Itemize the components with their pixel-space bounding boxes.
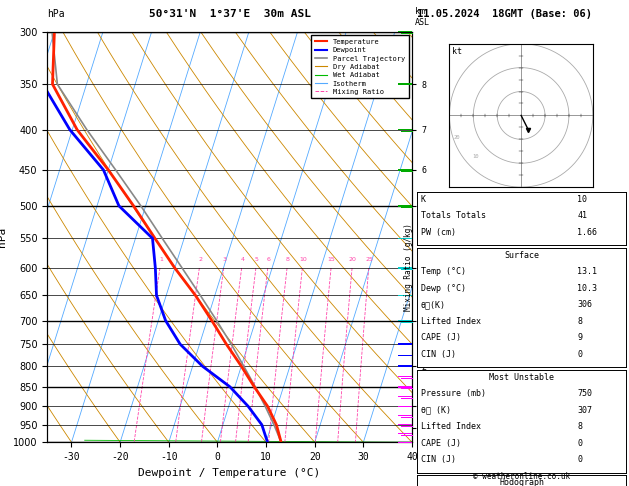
Text: 11.05.2024  18GMT (Base: 06): 11.05.2024 18GMT (Base: 06)	[417, 9, 592, 19]
Text: 13.1: 13.1	[577, 267, 598, 277]
Text: 3: 3	[223, 257, 226, 262]
Text: 20: 20	[454, 135, 460, 140]
Text: 10: 10	[472, 155, 479, 159]
Text: 8: 8	[577, 317, 582, 326]
Text: CAPE (J): CAPE (J)	[421, 439, 461, 448]
Text: Hodograph: Hodograph	[499, 478, 544, 486]
Text: hPa: hPa	[47, 9, 65, 19]
Text: θᴇ (K): θᴇ (K)	[421, 406, 451, 415]
Text: Pressure (mb): Pressure (mb)	[421, 389, 486, 399]
Text: 10.3: 10.3	[577, 284, 598, 293]
Text: Most Unstable: Most Unstable	[489, 373, 554, 382]
Text: 10: 10	[299, 257, 307, 262]
Text: 2: 2	[198, 257, 202, 262]
Text: 20: 20	[348, 257, 357, 262]
Y-axis label: hPa: hPa	[0, 227, 8, 247]
Text: 0: 0	[577, 350, 582, 359]
Text: km
ASL: km ASL	[415, 7, 430, 27]
Text: 307: 307	[577, 406, 593, 415]
Text: 306: 306	[577, 300, 593, 310]
Text: PW (cm): PW (cm)	[421, 228, 456, 237]
Text: 5: 5	[255, 257, 259, 262]
Text: 41: 41	[577, 211, 587, 221]
Text: © weatheronline.co.uk: © weatheronline.co.uk	[472, 472, 570, 481]
Text: 0: 0	[577, 455, 582, 465]
Text: Dewp (°C): Dewp (°C)	[421, 284, 466, 293]
Text: 6: 6	[267, 257, 270, 262]
Text: 9: 9	[577, 333, 582, 343]
Text: Temp (°C): Temp (°C)	[421, 267, 466, 277]
Text: 50°31'N  1°37'E  30m ASL: 50°31'N 1°37'E 30m ASL	[148, 9, 311, 19]
Text: 0: 0	[577, 439, 582, 448]
Text: kt: kt	[452, 47, 462, 55]
Text: K: K	[421, 195, 426, 204]
Text: 750: 750	[577, 389, 593, 399]
Text: 25: 25	[365, 257, 373, 262]
Text: CIN (J): CIN (J)	[421, 350, 456, 359]
Text: Surface: Surface	[504, 251, 539, 260]
Text: Lifted Index: Lifted Index	[421, 422, 481, 432]
X-axis label: Dewpoint / Temperature (°C): Dewpoint / Temperature (°C)	[138, 468, 321, 478]
Text: CAPE (J): CAPE (J)	[421, 333, 461, 343]
Text: 1: 1	[159, 257, 163, 262]
Text: θᴇ(K): θᴇ(K)	[421, 300, 446, 310]
Text: 4: 4	[240, 257, 244, 262]
Text: 1.66: 1.66	[577, 228, 598, 237]
Text: Mixing Ratio (g/kg): Mixing Ratio (g/kg)	[404, 224, 413, 311]
Text: 15: 15	[328, 257, 335, 262]
Text: CIN (J): CIN (J)	[421, 455, 456, 465]
Legend: Temperature, Dewpoint, Parcel Trajectory, Dry Adiabat, Wet Adiabat, Isotherm, Mi: Temperature, Dewpoint, Parcel Trajectory…	[311, 35, 408, 99]
Text: Lifted Index: Lifted Index	[421, 317, 481, 326]
Text: Totals Totals: Totals Totals	[421, 211, 486, 221]
Text: 8: 8	[286, 257, 289, 262]
Text: 8: 8	[577, 422, 582, 432]
Text: 10: 10	[577, 195, 587, 204]
